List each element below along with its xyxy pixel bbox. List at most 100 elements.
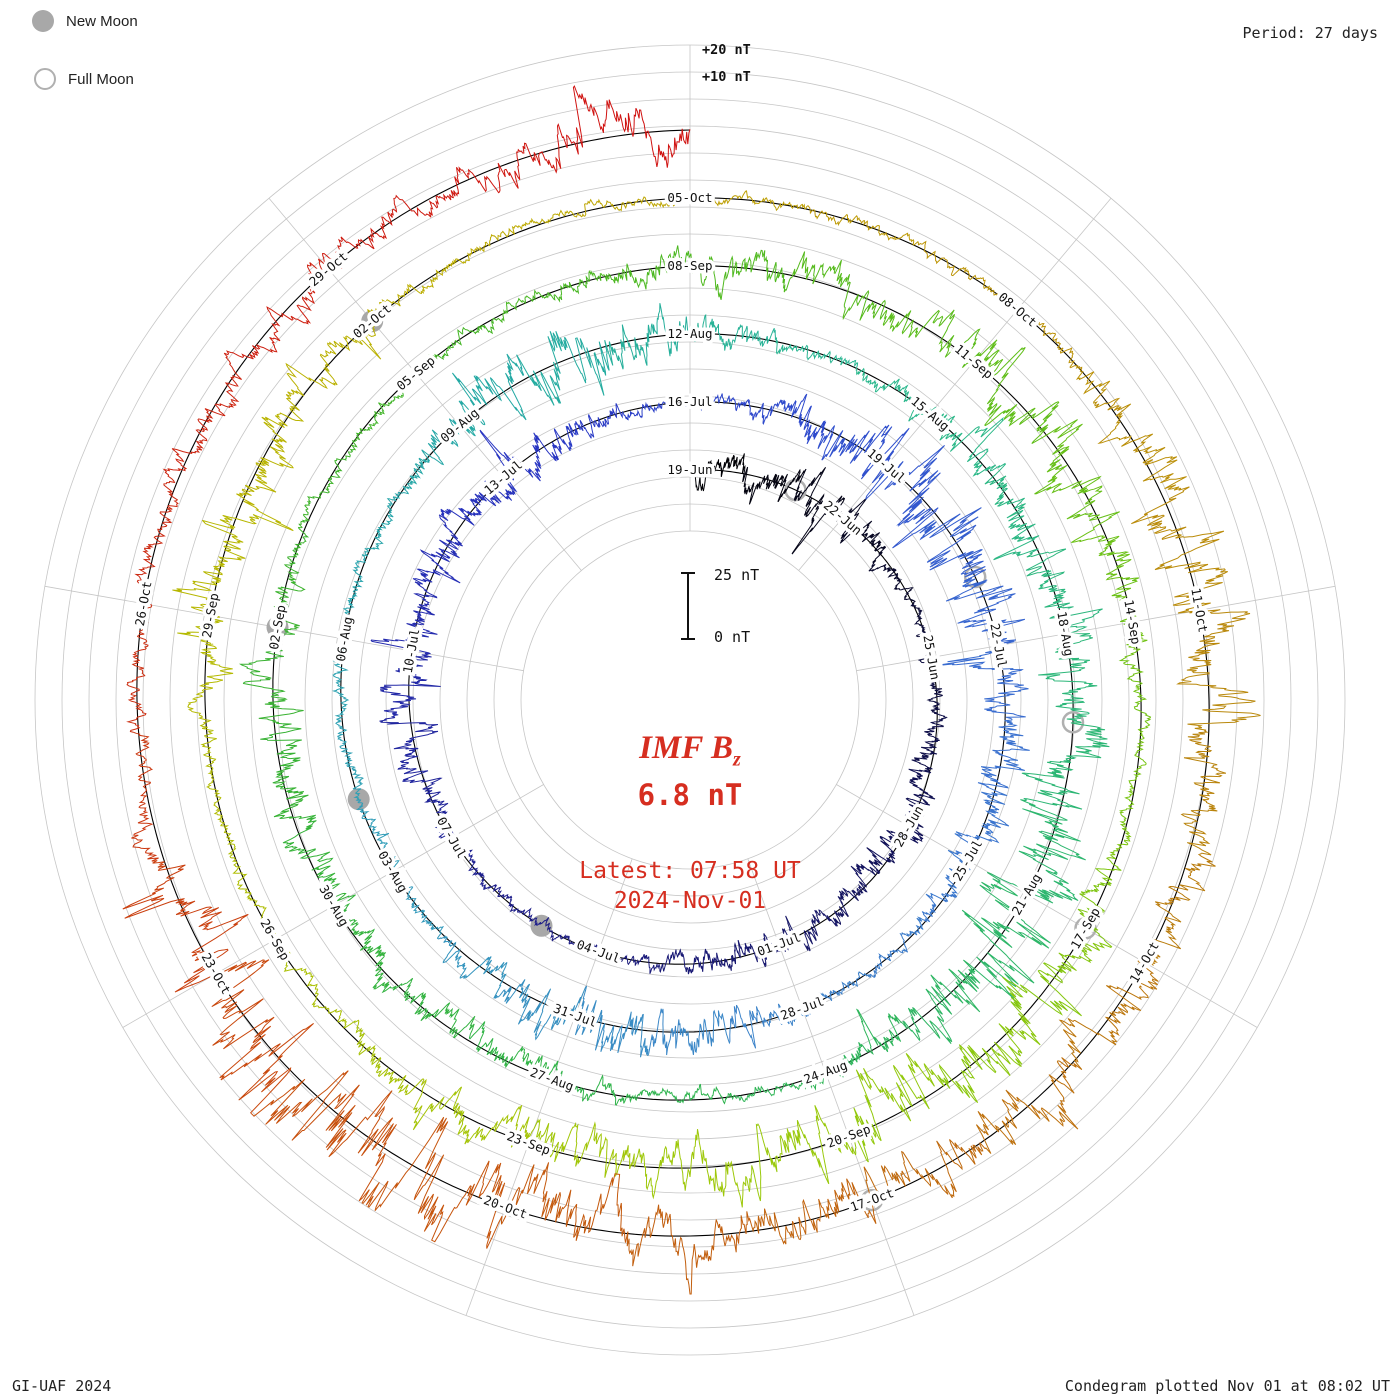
bz-trace-segment <box>501 1162 629 1243</box>
bz-trace-segment <box>921 849 971 923</box>
bz-trace-segment <box>1093 393 1187 491</box>
bz-trace-segment <box>172 514 294 618</box>
bz-trace-segment <box>134 474 179 606</box>
grid-circle <box>493 503 887 897</box>
bz-trace-segment <box>379 716 439 784</box>
bz-trace-segment <box>556 85 691 168</box>
bz-trace-segment <box>802 971 872 1017</box>
date-label: 31-Jul <box>552 1000 600 1030</box>
bz-trace-segment <box>285 317 382 405</box>
bz-trace-segment <box>260 723 309 819</box>
bz-trace-segment <box>574 985 650 1058</box>
bz-trace-segment <box>449 835 493 891</box>
gridline-label-plus20: +20 nT <box>702 42 751 58</box>
bz-trace-segment <box>1021 722 1110 810</box>
date-label: 06-Aug <box>333 616 356 663</box>
latest-date: 2024-Nov-01 <box>613 888 767 914</box>
bz-trace-segment <box>1131 486 1228 614</box>
bz-trace-segment <box>1002 938 1113 1017</box>
bz-trace-segment <box>817 424 910 484</box>
bz-trace-segment <box>658 948 722 975</box>
bz-trace-segment <box>338 894 390 990</box>
bz-trace-segment <box>745 1105 857 1202</box>
date-label: 11-Oct <box>1188 587 1211 634</box>
bz-trace-segment <box>863 1139 986 1201</box>
new-moon-icon <box>32 10 54 32</box>
bz-trace-segment <box>825 1008 903 1078</box>
bz-trace-segment <box>789 251 886 321</box>
bz-trace-segment <box>806 205 919 246</box>
bz-trace-segment <box>689 249 791 300</box>
bz-trace-segment <box>211 959 314 1115</box>
date-label: 24-Aug <box>802 1057 850 1087</box>
bz-trace-segment <box>440 480 516 526</box>
bz-trace-segment <box>575 194 691 218</box>
bz-trace-segment <box>736 1074 828 1103</box>
bz-trace-segment <box>689 453 746 492</box>
bz-trace-segment <box>742 466 807 505</box>
bz-trace-segment <box>1025 548 1103 634</box>
date-label: 16-Jul <box>667 394 712 409</box>
bz-trace-segment <box>1071 520 1140 624</box>
bz-trace-segment <box>1077 829 1132 940</box>
date-label: 26-Oct <box>132 580 155 627</box>
baseline-spiral <box>136 129 1210 1237</box>
bz-trace-segment <box>942 645 1029 720</box>
bz-trace-segment <box>720 933 781 971</box>
bz-trace-segment <box>689 313 776 351</box>
bz-trace-segment <box>533 1118 637 1178</box>
date-label: 19-Jun <box>667 462 712 477</box>
date-label: 25-Jun <box>920 634 943 681</box>
scalebar-bottom-label: 0 nT <box>714 628 751 646</box>
bz-trace-segment <box>1058 960 1159 1070</box>
period-label: Period: 27 days <box>1242 24 1378 42</box>
bz-trace-segment <box>516 331 610 406</box>
date-label: 28-Jul <box>778 993 826 1023</box>
date-label: 18-Aug <box>1054 610 1077 657</box>
bz-trace-segment <box>1016 310 1111 395</box>
bz-trace-segment <box>855 367 936 422</box>
bz-trace-segment <box>1034 419 1120 522</box>
bz-trace-segment <box>227 837 278 940</box>
bz-trace-segment <box>604 303 691 370</box>
chart-title-main: IMF B <box>639 730 734 766</box>
bz-trace-segment <box>1038 632 1098 724</box>
bz-trace-segment <box>648 1008 731 1056</box>
bz-trace-segment <box>379 652 441 718</box>
bz-trace-segment <box>355 798 400 873</box>
chart-title: IMF Bz <box>639 730 741 772</box>
date-label: 23-Oct <box>198 950 234 997</box>
bz-trace-segment <box>297 448 354 535</box>
bz-trace-segment <box>597 949 660 974</box>
bz-trace-segment <box>553 403 623 451</box>
bz-trace-segment <box>236 404 305 524</box>
date-label: 12-Aug <box>667 326 712 341</box>
bz-trace-segment <box>774 337 859 369</box>
date-label: 05-Oct <box>667 190 712 205</box>
bz-trace-segment <box>869 916 924 978</box>
scalebar-top-label: 25 nT <box>714 566 760 584</box>
bz-trace-segment <box>403 418 461 490</box>
date-label: 09-Aug <box>437 405 481 446</box>
bz-trace-segment <box>588 245 691 290</box>
current-value: 6.8 nT <box>637 778 743 812</box>
grid-spoke <box>122 784 544 1028</box>
bz-trace-segment <box>361 1116 506 1249</box>
bz-trace-segment <box>437 935 508 999</box>
plotted-label: Condegram plotted Nov 01 at 08:02 UT <box>1064 1377 1390 1395</box>
date-label: 29-Sep <box>199 592 222 639</box>
full-moon-marker <box>1061 711 1085 734</box>
bz-trace-segment <box>282 814 350 902</box>
bz-trace-segment <box>984 466 1040 561</box>
date-label: 26-Sep <box>257 916 293 963</box>
date-label: 22-Jun <box>821 498 865 539</box>
bz-trace-segment <box>918 240 1017 312</box>
bz-trace-segment <box>1176 609 1261 731</box>
bz-trace-segment <box>975 1057 1083 1154</box>
grid-spoke <box>836 784 1258 1028</box>
bz-trace-segment <box>729 1003 804 1049</box>
grid-circle <box>520 530 860 870</box>
bz-trace-segment <box>977 718 1030 794</box>
bz-trace-segment <box>1118 622 1152 727</box>
